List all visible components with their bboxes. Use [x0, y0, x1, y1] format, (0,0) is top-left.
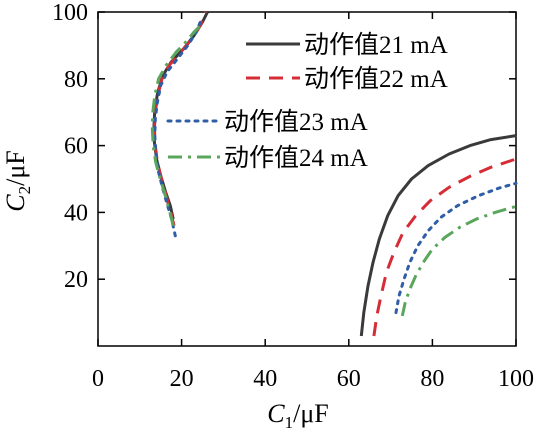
series-line-4-part-1 — [150, 22, 204, 227]
y-tick-label: 60 — [64, 134, 88, 160]
legend-label-1: 动作值21 mA — [304, 31, 448, 59]
series-line-1-part-2 — [359, 134, 517, 337]
y-tick-label: 20 — [64, 267, 88, 293]
y-tick-label: 80 — [64, 67, 88, 93]
plot-area — [97, 11, 517, 347]
x-tick-label: 80 — [420, 366, 444, 392]
x-tick-label: 40 — [253, 366, 277, 392]
x-axis-title: C1/μF — [267, 399, 328, 432]
x-tick-label: 0 — [92, 366, 104, 392]
series-layer — [150, 11, 518, 337]
x-axis-ticks: 0 20 40 60 80 100 — [92, 12, 534, 392]
legend-label-2: 动作值22 mA — [304, 65, 448, 93]
x-tick-label: 20 — [170, 366, 194, 392]
series-line-3-part-2 — [394, 181, 518, 315]
series-line-4-part-2 — [400, 204, 517, 317]
y-axis-ticks: 20 40 60 80 100 — [52, 0, 516, 293]
series-line-2-part-2 — [372, 157, 517, 337]
x-tick-label: 100 — [498, 366, 534, 392]
y-axis-title: C2/μF — [1, 150, 34, 211]
legend-label-4: 动作值24 mA — [224, 144, 368, 172]
x-tick-label: 60 — [337, 366, 361, 392]
y-tick-label: 40 — [64, 200, 88, 226]
legend-label-3: 动作值23 mA — [224, 108, 368, 136]
series-line-2-part-1 — [152, 11, 208, 227]
y-tick-label: 100 — [52, 0, 88, 26]
plot-frame — [97, 11, 517, 347]
legend: 动作值21 mA 动作值22 mA 动作值23 mA 动作值24 mA — [166, 31, 448, 172]
